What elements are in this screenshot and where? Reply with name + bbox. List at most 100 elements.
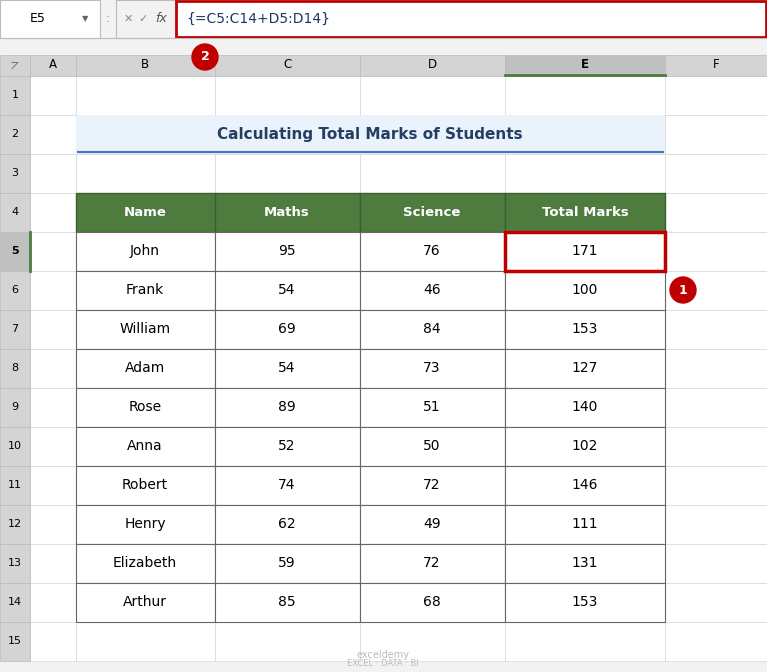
Bar — [215, 466, 360, 505]
Text: Henry: Henry — [124, 517, 166, 531]
Text: 73: 73 — [423, 361, 441, 375]
Bar — [665, 55, 767, 76]
Bar — [360, 115, 505, 154]
Bar — [360, 349, 505, 388]
Bar — [76, 583, 215, 622]
Bar — [0, 505, 30, 544]
Text: 68: 68 — [423, 595, 441, 609]
Bar — [215, 427, 360, 466]
Text: 12: 12 — [8, 519, 22, 529]
Bar — [665, 427, 767, 466]
Bar — [30, 583, 76, 622]
Bar — [505, 271, 665, 310]
Bar — [505, 193, 665, 232]
Text: 54: 54 — [278, 361, 296, 375]
Bar — [0, 38, 767, 55]
Text: Anna: Anna — [127, 439, 163, 453]
Bar — [0, 0, 767, 38]
Bar — [215, 427, 360, 466]
Bar — [360, 310, 505, 349]
Bar — [215, 232, 360, 271]
Bar — [30, 271, 76, 310]
Text: Elizabeth: Elizabeth — [113, 556, 177, 570]
Bar — [215, 76, 360, 115]
Circle shape — [670, 277, 696, 303]
Bar — [215, 544, 360, 583]
Bar — [505, 115, 665, 154]
Bar — [76, 310, 215, 349]
Text: 10: 10 — [8, 441, 22, 451]
Bar — [30, 232, 76, 271]
Text: 76: 76 — [423, 244, 441, 258]
Bar — [30, 76, 76, 115]
Bar — [76, 193, 215, 232]
Bar — [0, 55, 30, 76]
Bar — [76, 271, 215, 310]
Text: {=C5:C14+D5:D14}: {=C5:C14+D5:D14} — [186, 12, 330, 26]
Text: Robert: Robert — [122, 478, 168, 492]
Bar — [505, 310, 665, 349]
Bar — [505, 505, 665, 544]
Bar — [505, 310, 665, 349]
Text: 14: 14 — [8, 597, 22, 607]
Bar — [505, 544, 665, 583]
Text: 15: 15 — [8, 636, 22, 646]
Bar — [0, 193, 30, 232]
Bar — [215, 505, 360, 544]
Text: EXCEL · DATA · BI: EXCEL · DATA · BI — [347, 659, 419, 667]
Text: Frank: Frank — [126, 283, 164, 297]
Text: 62: 62 — [278, 517, 296, 531]
Bar — [505, 427, 665, 466]
Bar — [76, 232, 215, 271]
Bar — [76, 232, 215, 271]
Circle shape — [192, 44, 218, 70]
Text: 49: 49 — [423, 517, 441, 531]
Bar — [360, 154, 505, 193]
Bar — [505, 505, 665, 544]
Bar — [215, 622, 360, 661]
Bar — [76, 388, 215, 427]
Bar — [215, 583, 360, 622]
Bar — [665, 271, 767, 310]
Bar — [505, 388, 665, 427]
Bar — [360, 388, 505, 427]
Bar — [505, 466, 665, 505]
Text: E: E — [581, 58, 589, 71]
Bar — [30, 466, 76, 505]
Text: 171: 171 — [571, 244, 598, 258]
Bar — [505, 466, 665, 505]
Bar — [30, 427, 76, 466]
Text: John: John — [130, 244, 160, 258]
Bar — [505, 232, 665, 271]
Bar — [30, 622, 76, 661]
Bar — [215, 388, 360, 427]
Bar — [30, 55, 76, 76]
Bar — [665, 622, 767, 661]
Bar — [505, 193, 665, 232]
Bar — [505, 76, 665, 115]
Bar — [0, 622, 30, 661]
Bar — [76, 466, 215, 505]
Text: 131: 131 — [571, 556, 598, 570]
Bar — [360, 505, 505, 544]
Bar — [0, 0, 100, 38]
Bar — [0, 154, 30, 193]
Text: 140: 140 — [572, 400, 598, 414]
Text: 2: 2 — [12, 129, 18, 139]
Text: 111: 111 — [571, 517, 598, 531]
Bar — [30, 154, 76, 193]
Text: 5: 5 — [12, 246, 19, 256]
Text: 69: 69 — [278, 322, 296, 336]
Text: 1: 1 — [12, 90, 18, 100]
Bar — [76, 154, 215, 193]
Bar — [360, 232, 505, 271]
Text: ▼: ▼ — [82, 15, 88, 24]
Text: 89: 89 — [278, 400, 296, 414]
Bar — [76, 310, 215, 349]
Bar — [665, 505, 767, 544]
Bar — [0, 76, 30, 115]
Bar — [665, 583, 767, 622]
Bar — [505, 232, 665, 271]
Bar — [30, 193, 76, 232]
Bar — [665, 232, 767, 271]
